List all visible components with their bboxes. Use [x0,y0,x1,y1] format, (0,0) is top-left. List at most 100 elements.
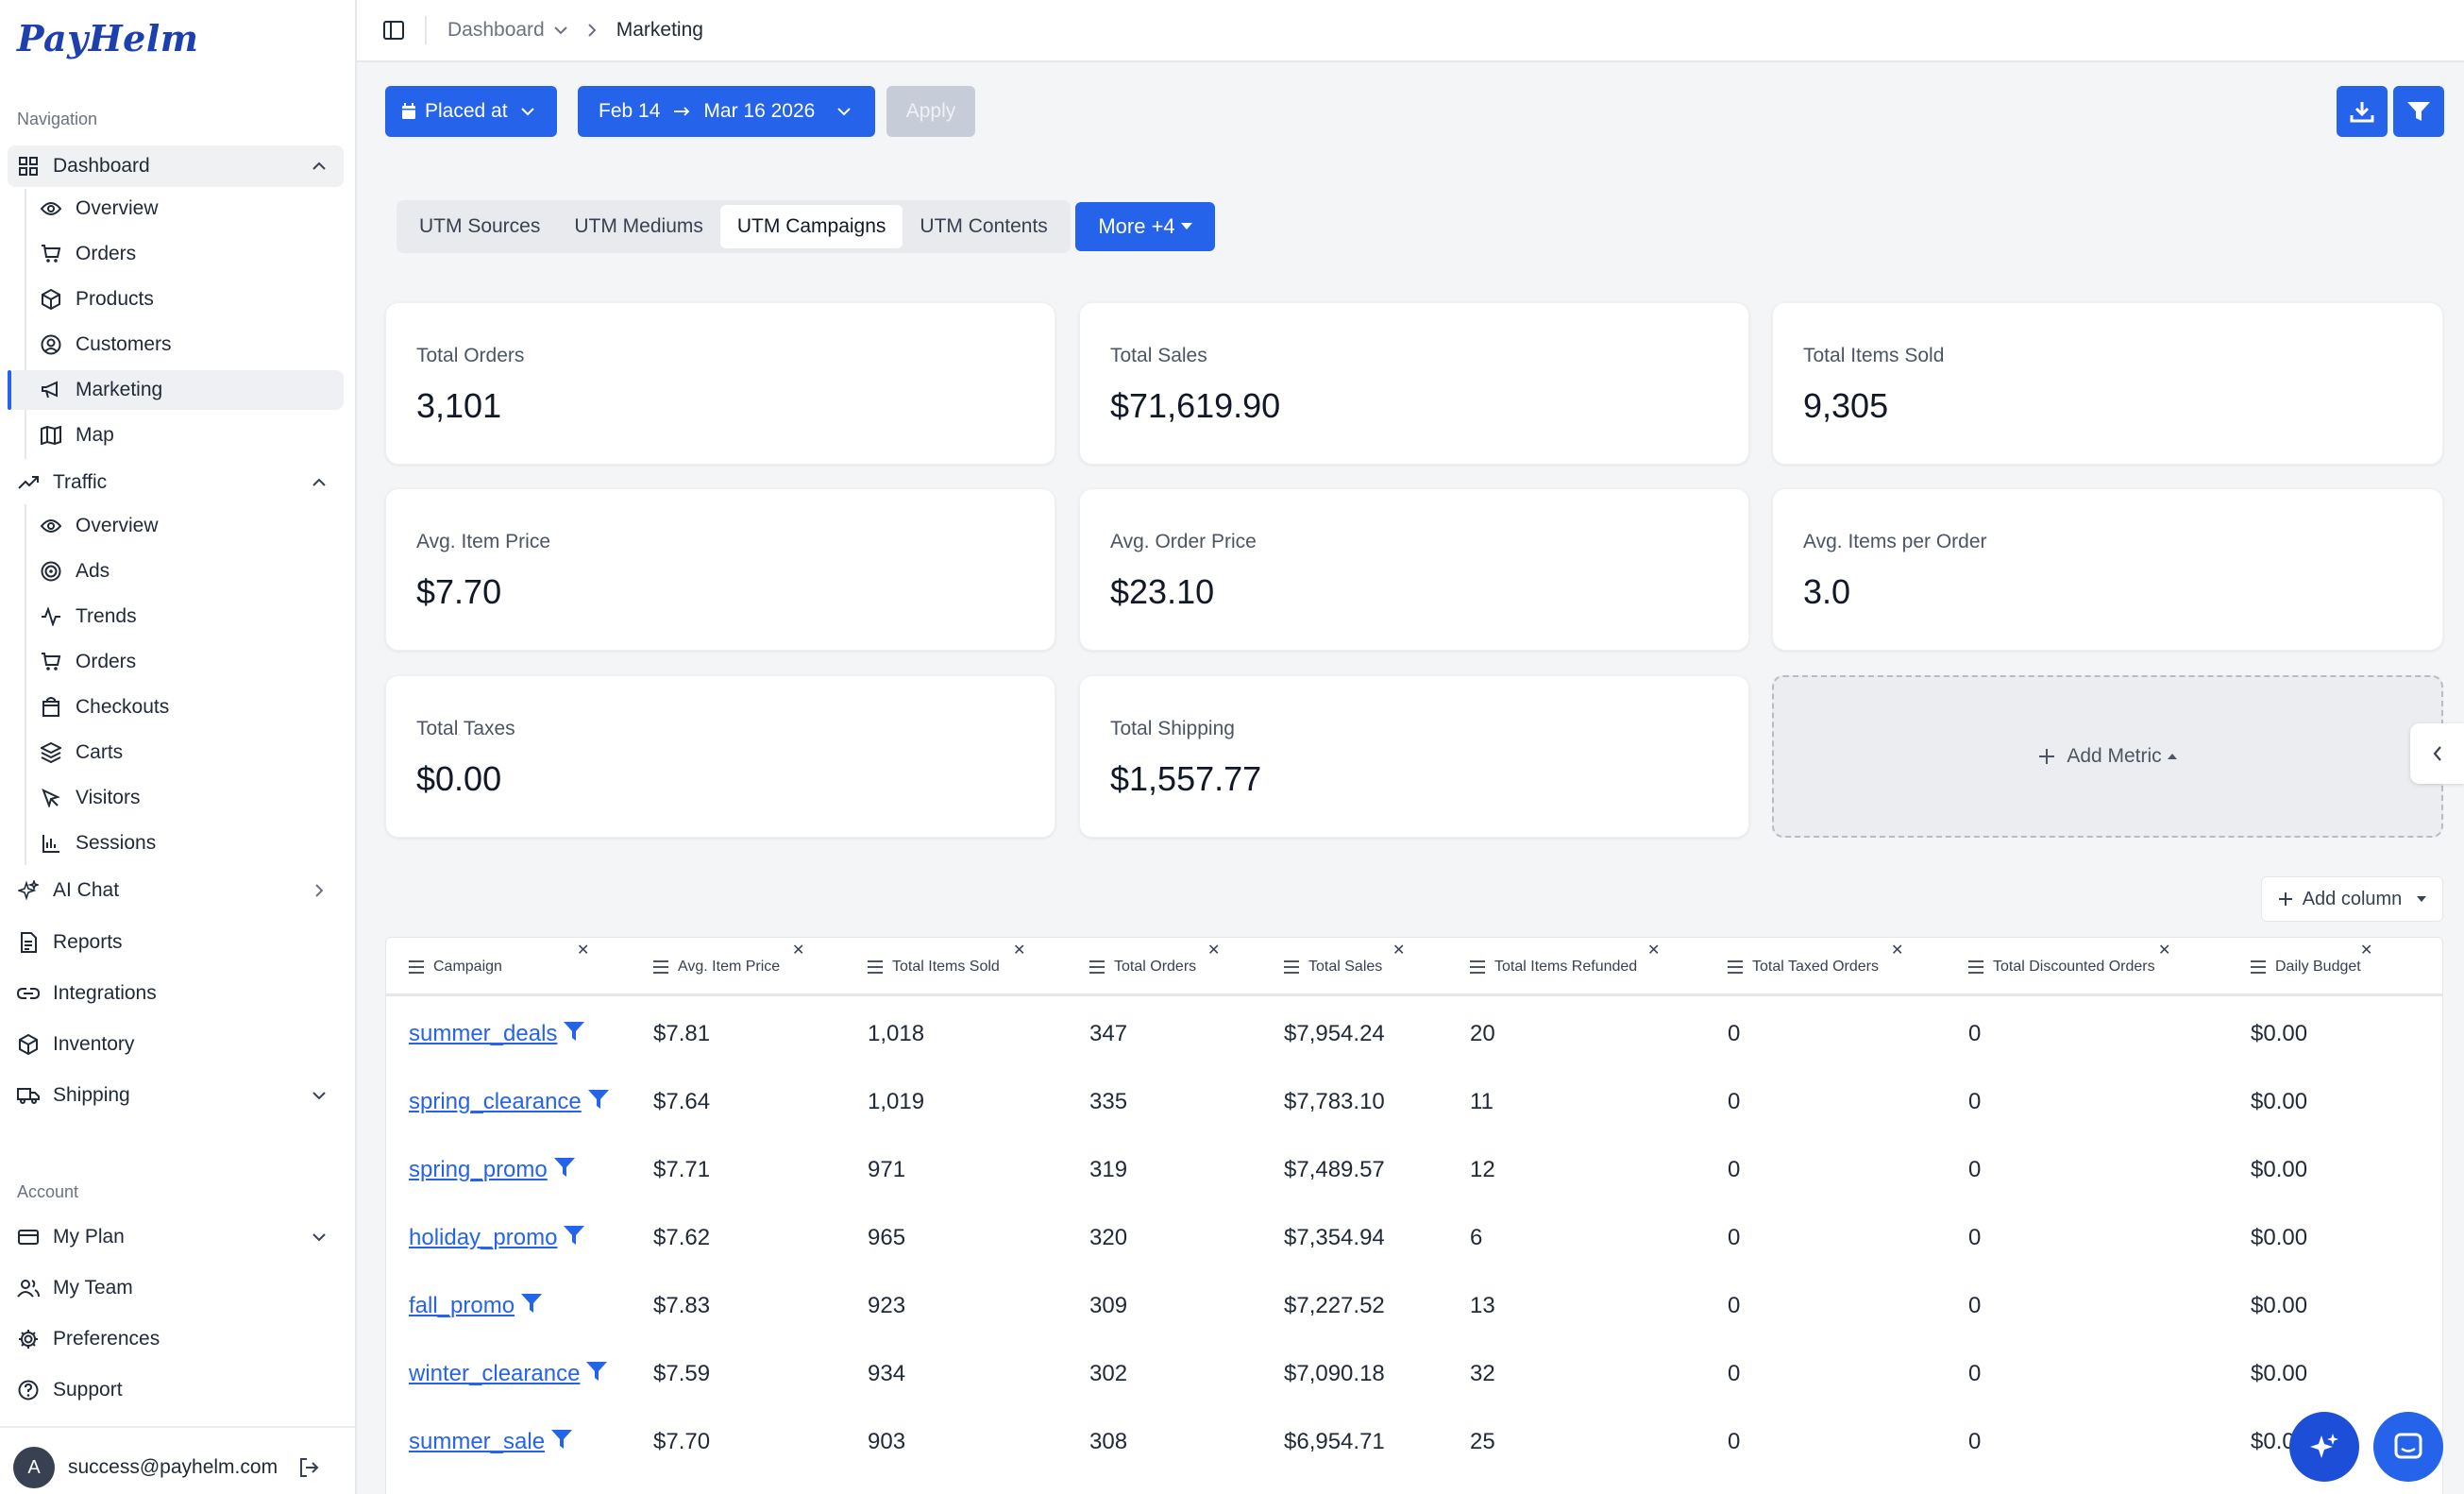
campaign-link[interactable]: fall_promo [409,1293,515,1318]
remove-column-icon[interactable]: ✕ [2360,942,2373,959]
user-account-row[interactable]: A success@payhelm.com [13,1447,344,1488]
campaign-link[interactable]: summer_deals [409,1021,558,1046]
remove-column-icon[interactable]: ✕ [1207,942,1221,959]
date-range-picker[interactable]: Feb 14 Mar 16 2026 [578,86,875,137]
remove-column-icon[interactable]: ✕ [577,942,590,959]
sidebar-item-reports[interactable]: Reports [8,922,344,963]
column-menu-icon[interactable] [1728,960,1743,974]
metric-value: $23.10 [1110,572,1215,611]
ai-assistant-button[interactable] [2289,1412,2359,1482]
column-menu-icon[interactable] [1470,960,1485,974]
chat-icon [2394,1433,2422,1461]
filter-funnel-icon[interactable] [563,1225,585,1252]
remove-column-icon[interactable]: ✕ [2158,942,2171,959]
caret-down-icon [2417,896,2427,902]
column-header-total-discounted-orders[interactable]: Total Discounted Orders [1968,938,2155,996]
sidebar-item-dashboard-overview[interactable]: Overview [8,189,344,229]
remove-column-icon[interactable]: ✕ [1647,942,1661,959]
column-header-total-sales[interactable]: Total Sales [1284,938,1382,996]
campaign-link[interactable]: spring_clearance [409,1089,582,1114]
sidebar-item-my-team[interactable]: My Team [8,1267,344,1309]
remove-column-icon[interactable]: ✕ [1013,942,1026,959]
sidebar-item-products[interactable]: Products [8,280,344,319]
filter-funnel-icon[interactable] [553,1157,576,1184]
column-header-total-orders[interactable]: Total Orders [1089,938,1196,996]
map-icon [40,424,62,447]
filter-funnel-icon[interactable] [550,1429,573,1456]
chevron-down-icon[interactable] [308,1084,330,1107]
column-header-daily-budget[interactable]: Daily Budget [2251,938,2361,996]
column-header-total-items-refunded[interactable]: Total Items Refunded [1470,938,1637,996]
sidebar-item-inventory[interactable]: Inventory [8,1024,344,1065]
sidebar-item-sessions[interactable]: Sessions [8,823,344,863]
campaign-link[interactable]: spring_promo [409,1157,548,1182]
column-menu-icon[interactable] [1968,960,1983,974]
column-header-total-taxed-orders[interactable]: Total Taxed Orders [1728,938,1879,996]
breadcrumb-dashboard[interactable]: Dashboard [447,19,545,41]
sidebar-item-dashboard-orders[interactable]: Orders [8,234,344,274]
filter-button[interactable] [2393,86,2444,137]
campaign-link[interactable]: winter_clearance [409,1361,581,1386]
sidebar-item-visitors[interactable]: Visitors [8,778,344,818]
tab-utm-mediums[interactable]: UTM Mediums [574,215,703,237]
remove-column-icon[interactable]: ✕ [1891,942,1904,959]
sidebar-item-marketing[interactable]: Marketing [8,370,344,410]
add-column-button[interactable]: Add column [2261,876,2443,922]
sidebar-item-traffic[interactable]: Traffic [8,462,344,503]
sidebar-toggle-icon[interactable] [383,21,404,40]
sidebar-item-customers[interactable]: Customers [8,325,344,365]
panel-collapse-button[interactable] [2410,723,2464,784]
tab-utm-sources[interactable]: UTM Sources [419,215,541,237]
chevron-right-icon[interactable] [308,879,330,902]
download-button[interactable] [2337,86,2388,137]
sidebar-item-label: Customers [76,333,172,355]
sidebar-item-integrations[interactable]: Integrations [8,973,344,1014]
filter-funnel-icon[interactable] [587,1089,610,1116]
column-header-avg-item-price[interactable]: Avg. Item Price [653,938,780,996]
cursor-icon [40,787,62,809]
logout-icon[interactable] [298,1457,319,1478]
tab-utm-campaigns[interactable]: UTM Campaigns [719,205,903,248]
add-metric-button[interactable]: Add Metric [1772,675,2443,838]
sidebar-item-checkouts[interactable]: Checkouts [8,688,344,727]
column-menu-icon[interactable] [409,960,424,974]
date-field-dropdown[interactable]: Placed at [385,86,557,137]
tab-utm-contents[interactable]: UTM Contents [920,215,1048,237]
sidebar-item-shipping[interactable]: Shipping [8,1075,344,1116]
chat-support-button[interactable] [2373,1412,2443,1482]
sidebar-item-traffic-overview[interactable]: Overview [8,506,344,546]
sidebar-item-my-plan[interactable]: My Plan [8,1216,344,1258]
column-menu-icon[interactable] [868,960,883,974]
filter-funnel-icon[interactable] [585,1361,608,1388]
sidebar-item-preferences[interactable]: Preferences [8,1318,344,1360]
filter-funnel-icon[interactable] [520,1293,543,1320]
breadcrumb: Dashboard Marketing [447,19,703,42]
sidebar-item-ai-chat[interactable]: AI Chat [8,870,344,911]
chevron-down-icon[interactable] [308,1226,330,1248]
column-menu-icon[interactable] [1089,960,1105,974]
sidebar-item-dashboard[interactable]: Dashboard [8,145,344,187]
avatar[interactable]: A [13,1447,55,1488]
campaign-link[interactable]: summer_sale [409,1429,546,1454]
sidebar-item-ads[interactable]: Ads [8,552,344,591]
remove-column-icon[interactable]: ✕ [792,942,805,959]
filter-funnel-icon[interactable] [563,1021,585,1048]
sidebar-item-traffic-orders[interactable]: Orders [8,642,344,682]
remove-column-icon[interactable]: ✕ [1392,942,1406,959]
sidebar-item-carts[interactable]: Carts [8,733,344,772]
column-menu-icon[interactable] [2251,960,2266,974]
apply-button[interactable]: Apply [886,86,975,137]
column-menu-icon[interactable] [653,960,668,974]
column-header-campaign[interactable]: Campaign [409,938,502,996]
sidebar-item-support[interactable]: Support [8,1369,344,1411]
chevron-up-icon[interactable] [308,471,330,494]
sidebar-item-map[interactable]: Map [8,416,344,455]
more-tabs-dropdown[interactable]: More +4 [1075,202,1215,251]
chevron-down-icon[interactable] [554,25,567,35]
campaign-link[interactable]: holiday_promo [409,1225,558,1250]
column-menu-icon[interactable] [1284,960,1299,974]
column-header-total-items-sold[interactable]: Total Items Sold [868,938,1000,996]
chevron-up-icon[interactable] [308,155,330,178]
sidebar-item-trends[interactable]: Trends [8,597,344,637]
payhelm-logo[interactable]: PayHelm [17,17,199,59]
